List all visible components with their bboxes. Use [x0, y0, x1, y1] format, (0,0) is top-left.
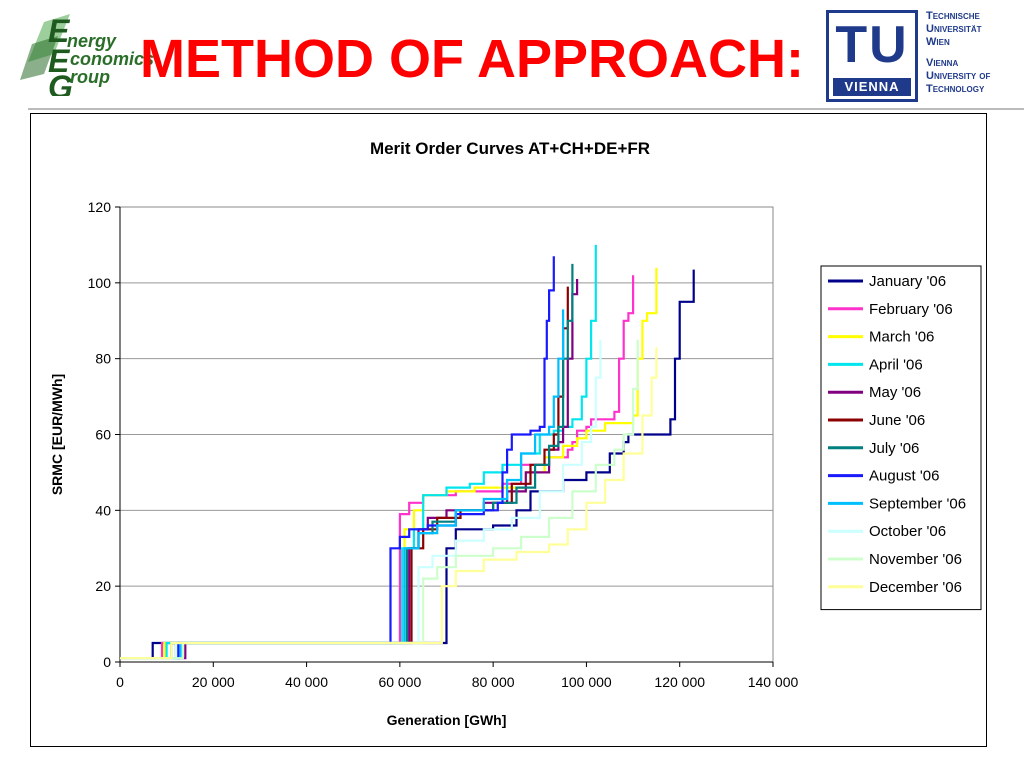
series-lines	[120, 244, 695, 660]
y-tick-label: 100	[88, 275, 112, 291]
series-line	[120, 347, 658, 660]
legend-label: September '06	[869, 495, 966, 512]
series-line	[120, 309, 565, 660]
tu-name-text: Technische Universität Wien Vienna Unive…	[926, 10, 990, 96]
axes: 0 20 40 60 80 100 120 0 20 000 40 000 60 000 80 000…	[88, 199, 799, 690]
series-line	[120, 339, 602, 660]
legend-label: July '06	[869, 440, 919, 457]
tu-line-de-2: Universität	[926, 23, 982, 35]
eeg-letter-e2: E	[48, 43, 71, 79]
legend-label: May '06	[869, 384, 921, 401]
y-tick-label: 0	[103, 654, 111, 670]
eeg-letter-e1: E	[48, 14, 71, 49]
chart-frame: Merit Order Curves AT+CH+DE+FR 0 20 40 60 80…	[30, 113, 987, 747]
legend-label: December '06	[869, 579, 962, 596]
series-line	[120, 269, 695, 660]
series-line	[120, 267, 658, 660]
tu-vienna-logo: TU VIENNA Technische Universität Wien Vi…	[826, 8, 1022, 104]
x-tick-label: 0	[116, 674, 124, 690]
legend-label: October '06	[869, 523, 946, 540]
eeg-logo: E E G nergy conomics roup	[14, 13, 154, 105]
series-line	[120, 244, 597, 660]
legend-label: March '06	[869, 329, 934, 346]
tu-line-de-1: Technische	[926, 10, 980, 22]
legend-label: August '06	[869, 468, 939, 485]
x-tick-label: 80 000	[472, 674, 515, 690]
x-tick-label: 100 000	[561, 674, 612, 690]
legend-box	[820, 265, 982, 611]
tu-mark-caption: VIENNA	[833, 78, 911, 96]
tu-line-en-3: Technology	[926, 83, 985, 95]
header-divider	[28, 108, 1024, 110]
y-tick-label: 60	[95, 427, 111, 443]
y-tick-label: 20	[95, 578, 111, 594]
x-tick-label: 140 000	[748, 674, 799, 690]
legend-label: November '06	[869, 551, 962, 568]
series-line	[120, 339, 639, 660]
legend: January '06 February '06 March '06 April '0…	[820, 265, 982, 611]
eeg-logo-line-1: nergy	[67, 31, 117, 51]
legend-label: April '06	[869, 356, 923, 373]
series-line	[120, 256, 555, 660]
tu-line-en-2: University of	[926, 70, 991, 82]
eeg-leaf-icon: E E G	[20, 13, 73, 105]
legend-label: June '06	[869, 412, 925, 429]
tu-mark: TU VIENNA	[826, 10, 918, 102]
legend-label: February '06	[869, 301, 953, 318]
slide-title: METHOD OF APPROACH:	[140, 29, 804, 89]
x-tick-label: 60 000	[378, 674, 421, 690]
merit-order-chart: Merit Order Curves AT+CH+DE+FR 0 20 40 60 80…	[49, 139, 982, 728]
x-tick-label: 120 000	[654, 674, 705, 690]
series-line	[120, 263, 574, 660]
tu-line-en-1: Vienna	[926, 57, 959, 69]
tu-mark-letters: TU	[835, 16, 909, 74]
y-axis-label: SRMC [EUR/MWh]	[49, 374, 65, 495]
y-tick-label: 120	[88, 199, 112, 215]
tu-line-de-3: Wien	[926, 36, 950, 48]
y-tick-label: 40	[95, 502, 111, 518]
x-tick-label: 40 000	[285, 674, 328, 690]
x-tick-label: 20 000	[192, 674, 235, 690]
legend-label: January '06	[869, 273, 946, 290]
eeg-logo-line-2: conomics	[70, 49, 155, 69]
chart-title: Merit Order Curves AT+CH+DE+FR	[370, 139, 650, 158]
series-line	[120, 275, 635, 660]
y-tick-label: 80	[95, 351, 111, 367]
eeg-logo-line-3: roup	[70, 67, 110, 87]
x-axis-label: Generation [GWh]	[387, 712, 507, 728]
series-line	[120, 279, 579, 660]
